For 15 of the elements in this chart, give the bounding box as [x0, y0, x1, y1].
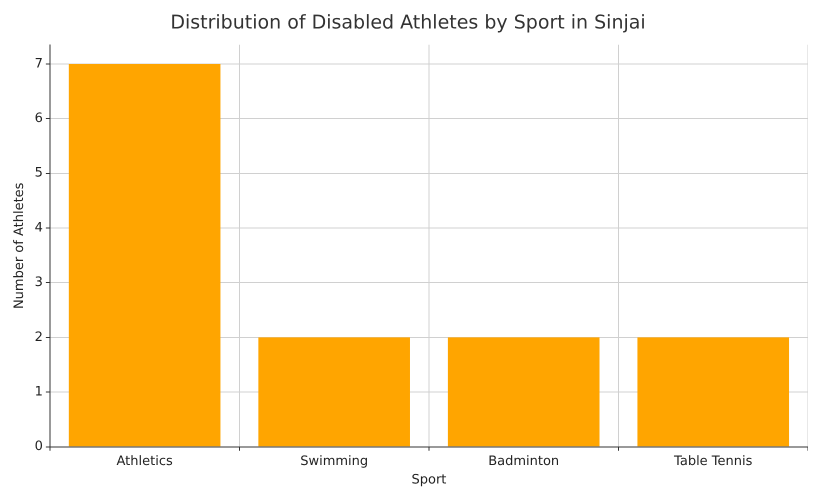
y-tick-label: 3: [34, 275, 43, 290]
y-tick-label: 2: [34, 330, 43, 345]
x-tick-label: Athletics: [116, 454, 173, 469]
y-tick-label: 0: [34, 439, 43, 454]
chart-title: Distribution of Disabled Athletes by Sport in Sinjai: [170, 11, 646, 34]
y-tick-label: 5: [34, 166, 43, 181]
x-tick-label: Badminton: [488, 454, 560, 469]
y-tick-label: 1: [34, 384, 43, 400]
x-tick-label: Swimming: [300, 454, 368, 469]
x-tick-label: Table Tennis: [673, 454, 753, 469]
x-axis-title: Sport: [411, 472, 446, 488]
y-axis-title: Number of Athletes: [12, 182, 28, 310]
y-tick-label: 6: [34, 111, 43, 126]
y-tick-label: 7: [34, 56, 43, 72]
y-tick-label: 4: [34, 220, 43, 236]
